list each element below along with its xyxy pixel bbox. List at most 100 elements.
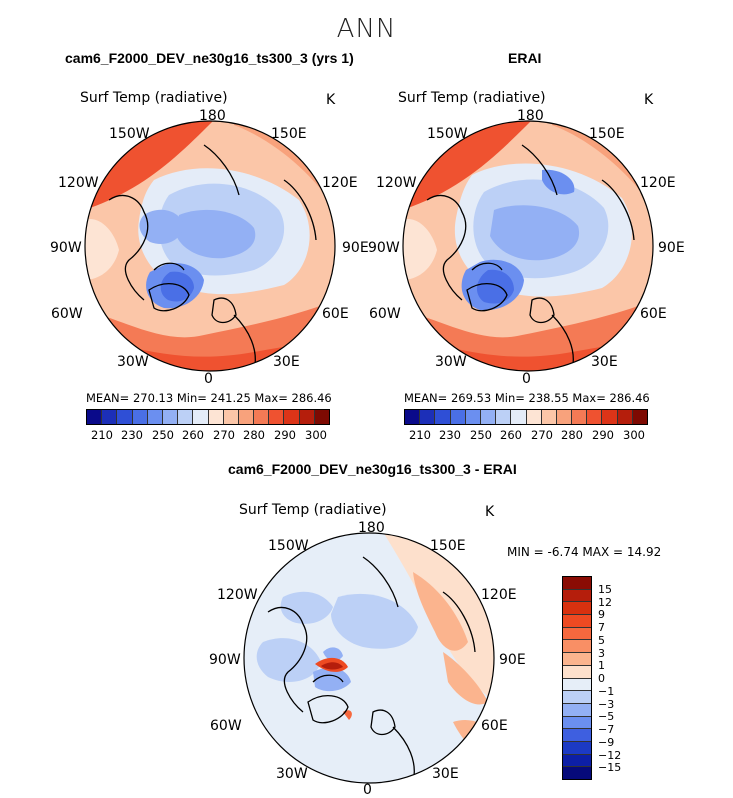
panel-3-cb-label: −7 [598,723,615,736]
panel-2-colorbar [404,409,648,425]
colorbar-swatch [314,410,329,424]
colorbar-swatch [541,410,557,424]
panel-1-lon-120e: 120E [322,175,358,191]
colorbar-swatch [563,589,591,603]
panel-2-cb-label: 260 [500,428,522,442]
panel-3-lon-0: 0 [363,782,372,798]
panel-3-cb-label: 5 [598,634,605,647]
panel-2-units: K [644,92,654,108]
colorbar-swatch [117,410,133,424]
colorbar-swatch [465,410,481,424]
panel-2-stats: MEAN= 269.53 Min= 238.55 Max= 286.46 [404,391,650,405]
colorbar-swatch [450,410,466,424]
panel-3-cb-label: 3 [598,647,605,660]
panel-3-polar-map [243,532,495,784]
panel-2-cb-label: 250 [470,428,492,442]
colorbar-swatch [162,410,179,424]
panel-3-lon-120e: 120E [481,587,517,603]
panel-3-cb-label: 12 [598,596,612,609]
panel-2-lon-60e: 60E [640,306,667,322]
colorbar-swatch [223,410,239,424]
panel-1-lon-0: 0 [204,371,213,387]
panel-3-lon-30w: 30W [276,766,308,782]
colorbar-swatch [572,410,588,424]
panel-2-cb-label: 290 [592,428,614,442]
colorbar-swatch [238,410,255,424]
panel-3-units: K [485,504,495,520]
colorbar-swatch [556,410,573,424]
colorbar-swatch [284,410,300,424]
panel-1-cb-label: 210 [91,428,113,442]
panel-1-cb-label: 260 [182,428,204,442]
colorbar-swatch [563,741,591,755]
panel-1-lon-90w: 90W [50,240,82,256]
panel-1-lon-30e: 30E [273,354,300,370]
panel-2-cb-label: 280 [561,428,583,442]
colorbar-swatch [563,703,591,717]
panel-1-lon-30w: 30W [117,354,149,370]
colorbar-swatch [563,627,591,641]
panel-2-polar-map [402,120,654,372]
panel-1-cb-label: 230 [121,428,143,442]
panel-3-cb-label: 0 [598,672,605,685]
panel-2-cb-label: 230 [439,428,461,442]
panel-2-lon-90w: 90W [368,240,400,256]
panel-1-cb-label: 290 [274,428,296,442]
colorbar-swatch [563,653,591,666]
colorbar-swatch [563,754,591,768]
panel-1-lon-180: 180 [199,108,226,124]
colorbar-swatch [147,410,163,424]
colorbar-swatch [480,410,497,424]
panel-3-lon-180: 180 [358,520,385,536]
panel-3-cb-label: −15 [598,761,622,774]
panel-2-cb-label: 300 [623,428,645,442]
colorbar-swatch [587,410,603,424]
panel-1-polar-map [84,120,336,372]
panel-3-cb-label: −1 [598,685,615,698]
panel-2-lon-0: 0 [522,371,531,387]
colorbar-swatch [563,640,591,654]
panel-1-cb-label: 270 [213,428,235,442]
colorbar-swatch [632,410,647,424]
panel-1-cb-label: 280 [243,428,265,442]
panel-3-cb-label: −12 [598,749,622,762]
panel-3-cb-label: 7 [598,621,605,634]
panel-3-lon-90e: 90E [499,652,526,668]
panel-3-colorbar [562,576,592,780]
colorbar-swatch [208,410,224,424]
colorbar-swatch [602,410,618,424]
panel-2-lon-180: 180 [517,108,544,124]
panel-2-cb-label: 270 [531,428,553,442]
colorbar-swatch [193,410,209,424]
colorbar-swatch [178,410,194,424]
colorbar-swatch [102,410,118,424]
panel-1-units: K [326,92,336,108]
panel-2-lon-120w: 120W [376,175,417,191]
colorbar-swatch [563,729,591,742]
panel-1-cb-label: 250 [152,428,174,442]
panel-2-cb-label: 210 [409,428,431,442]
panel-3-variable-label: Surf Temp (radiative) [239,502,387,518]
colorbar-swatch [563,665,591,679]
colorbar-swatch [563,767,591,779]
colorbar-swatch [563,691,591,704]
panel-1-colorbar [86,409,330,425]
colorbar-swatch [563,577,591,590]
panel-3-cb-label: 9 [598,608,605,621]
colorbar-swatch [617,410,633,424]
panel-3-lon-90w: 90W [209,652,241,668]
colorbar-swatch [132,410,148,424]
panel-3-lon-150w: 150W [268,538,309,554]
panel-1-cb-label: 300 [305,428,327,442]
panel-2-title: ERAI [508,50,542,66]
panel-1-lon-150e: 150E [271,126,307,142]
colorbar-swatch [496,410,512,424]
panel-1-lon-60e: 60E [322,306,349,322]
colorbar-swatch [269,410,285,424]
colorbar-swatch [254,410,270,424]
panel-3-lon-120w: 120W [217,587,258,603]
panel-1-title: cam6_F2000_DEV_ne30g16_ts300_3 (yrs 1) [65,50,354,66]
panel-2-lon-30w: 30W [435,354,467,370]
panel-2-lon-150w: 150W [427,126,468,142]
panel-3-title: cam6_F2000_DEV_ne30g16_ts300_3 - ERAI [228,461,517,477]
